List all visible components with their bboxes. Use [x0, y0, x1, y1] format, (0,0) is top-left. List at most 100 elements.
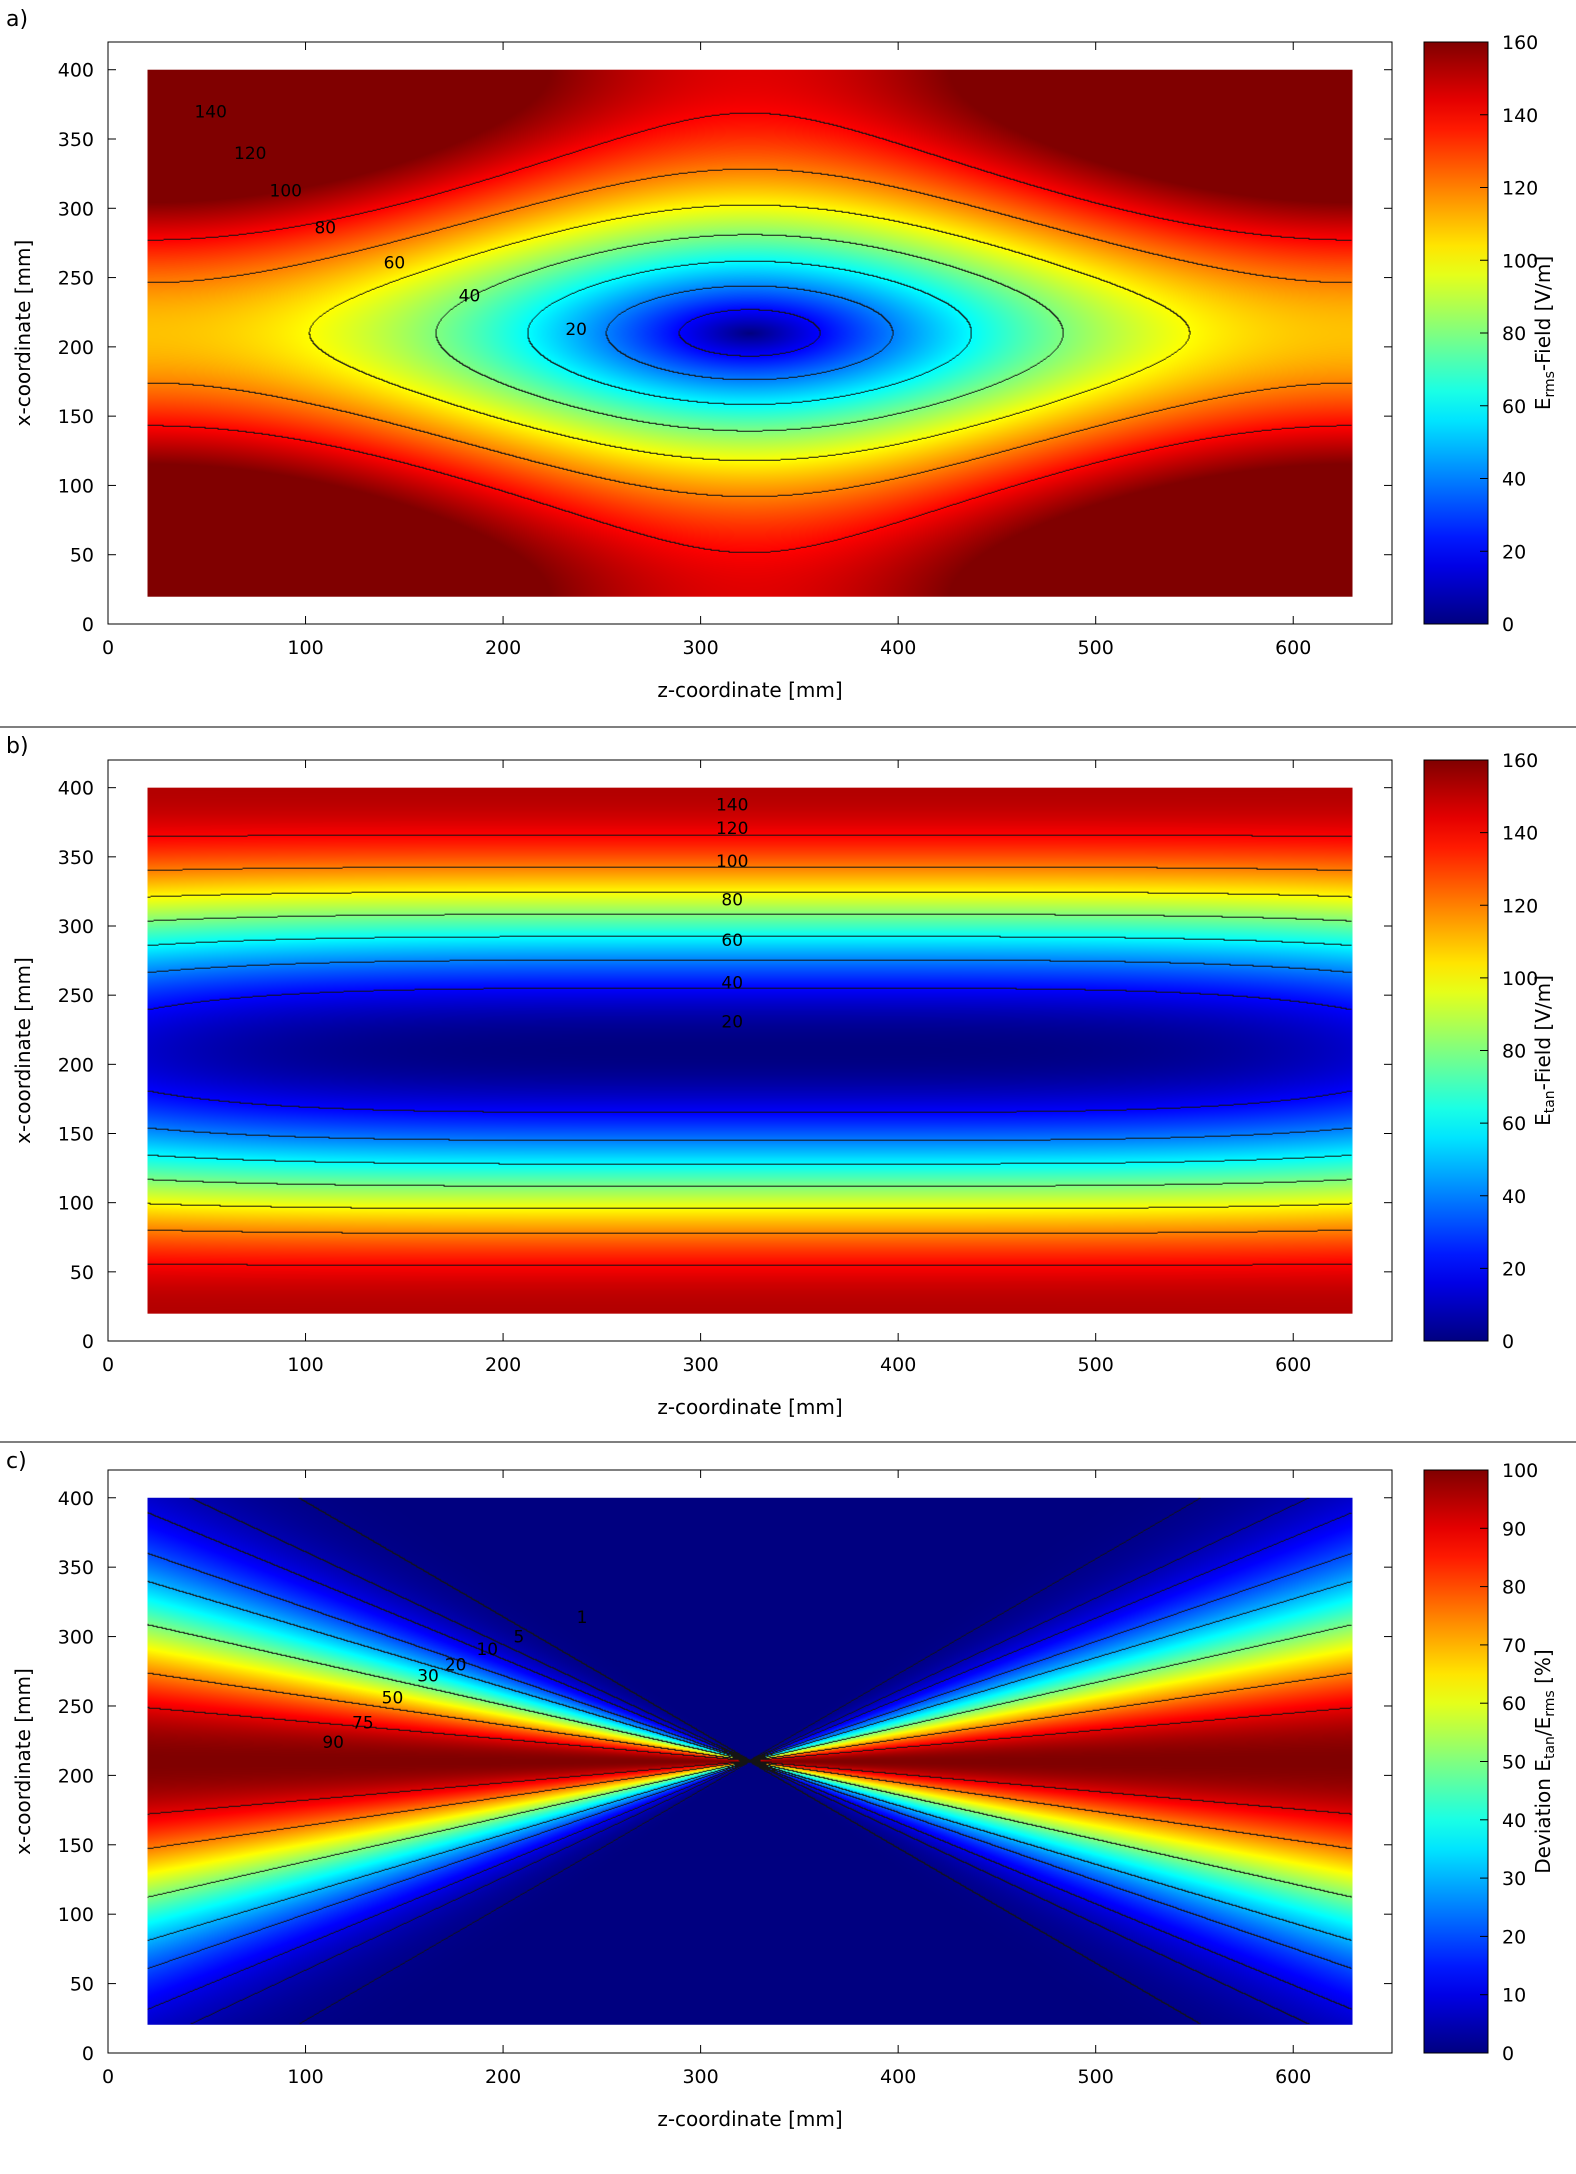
panel-label: c): [6, 1449, 27, 1474]
colorbar-label: Erms-Field [V/m]: [1531, 256, 1558, 410]
x-tick-label: 0: [102, 637, 114, 659]
x-tick-label: 0: [102, 2066, 114, 2088]
contour-label: 5: [513, 1628, 524, 1648]
y-tick-label: 300: [58, 198, 94, 220]
contour-label: 50: [382, 1689, 404, 1709]
y-tick-label: 300: [58, 916, 94, 938]
heatmap-image: [147, 1497, 1353, 2025]
y-tick-label: 50: [70, 545, 94, 567]
colorbar-tick-label: 40: [1502, 1186, 1526, 1208]
colorbar-tick-label: 0: [1502, 1331, 1514, 1353]
x-tick-label: 500: [1078, 2066, 1114, 2088]
colorbar-tick-label: 120: [1502, 178, 1538, 200]
contour-label: 40: [721, 974, 743, 994]
heatmap-image: [147, 787, 1353, 1314]
panel-label: a): [6, 7, 28, 32]
colorbar-tick-label: 80: [1502, 323, 1526, 345]
x-tick-label: 500: [1078, 1354, 1114, 1376]
contour-label: 140: [194, 102, 226, 122]
contour-label: 80: [721, 891, 743, 911]
y-tick-label: 150: [58, 1835, 94, 1857]
x-tick-label: 600: [1275, 2066, 1311, 2088]
x-tick-label: 400: [880, 637, 916, 659]
y-tick-label: 0: [82, 2043, 94, 2065]
contour-label: 80: [314, 219, 336, 239]
x-axis-title: z-coordinate [mm]: [657, 678, 842, 702]
contour-label: 20: [721, 1012, 743, 1032]
y-axis-title: x-coordinate [mm]: [11, 957, 35, 1144]
y-tick-label: 100: [58, 475, 94, 497]
colorbar-tick-label: 40: [1502, 1810, 1526, 1832]
heatmap-image: [147, 69, 1353, 597]
contour-label: 1: [577, 1608, 588, 1628]
x-tick-label: 200: [485, 637, 521, 659]
colorbar-tick-label: 50: [1502, 1752, 1526, 1774]
colorbar-tick-label: 160: [1502, 32, 1538, 54]
colorbar-tick-label: 60: [1502, 1113, 1526, 1135]
y-tick-label: 100: [58, 1904, 94, 1926]
colorbar-tick-label: 70: [1502, 1635, 1526, 1657]
contour-label: 20: [565, 320, 587, 340]
x-tick-label: 100: [287, 1354, 323, 1376]
y-tick-label: 250: [58, 985, 94, 1007]
y-tick-label: 150: [58, 406, 94, 428]
y-tick-label: 400: [58, 1488, 94, 1510]
contour-label: 30: [417, 1666, 439, 1686]
contour-label: 120: [716, 819, 748, 839]
contour-label: 60: [721, 931, 743, 951]
y-tick-label: 250: [58, 268, 94, 290]
y-tick-label: 300: [58, 1627, 94, 1649]
y-tick-label: 400: [58, 60, 94, 82]
x-tick-label: 400: [880, 1354, 916, 1376]
contour-label: 40: [459, 287, 481, 307]
y-tick-label: 200: [58, 337, 94, 359]
contour-label: 60: [384, 253, 406, 273]
x-tick-label: 300: [682, 1354, 718, 1376]
y-axis-title: x-coordinate [mm]: [11, 240, 35, 427]
y-tick-label: 200: [58, 1765, 94, 1787]
y-tick-label: 50: [70, 1974, 94, 1996]
contour-label: 100: [270, 181, 302, 201]
x-tick-label: 600: [1275, 637, 1311, 659]
y-tick-label: 200: [58, 1054, 94, 1076]
colorbar-tick-label: 0: [1502, 614, 1514, 636]
colorbar-tick-label: 10: [1502, 1985, 1526, 2007]
colorbar-tick-label: 0: [1502, 2043, 1514, 2065]
colorbar-tick-label: 20: [1502, 1258, 1526, 1280]
contour-label: 10: [476, 1640, 498, 1660]
x-axis-title: z-coordinate [mm]: [657, 2107, 842, 2131]
colorbar: [1423, 759, 1489, 1342]
x-tick-label: 300: [682, 2066, 718, 2088]
y-tick-label: 400: [58, 778, 94, 800]
colorbar-tick-label: 60: [1502, 396, 1526, 418]
colorbar-tick-label: 160: [1502, 750, 1538, 772]
colorbar-tick-label: 20: [1502, 541, 1526, 563]
colorbar-tick-label: 80: [1502, 1577, 1526, 1599]
colorbar-label: Etan-Field [V/m]: [1531, 975, 1558, 1126]
contour-label: 120: [234, 144, 266, 164]
y-axis-title: x-coordinate [mm]: [11, 1668, 35, 1855]
colorbar: [1423, 41, 1489, 625]
y-tick-label: 250: [58, 1696, 94, 1718]
y-tick-label: 350: [58, 129, 94, 151]
colorbar-tick-label: 100: [1502, 1460, 1538, 1482]
x-tick-label: 0: [102, 1354, 114, 1376]
y-tick-label: 0: [82, 1331, 94, 1353]
colorbar-tick-label: 140: [1502, 823, 1538, 845]
colorbar: [1423, 1469, 1489, 2054]
colorbar-tick-label: 40: [1502, 469, 1526, 491]
y-tick-label: 50: [70, 1262, 94, 1284]
colorbar-tick-label: 30: [1502, 1868, 1526, 1890]
colorbar-tick-label: 140: [1502, 105, 1538, 127]
x-tick-label: 100: [287, 2066, 323, 2088]
colorbar-tick-label: 80: [1502, 1041, 1526, 1063]
panel-label: b): [6, 734, 29, 759]
colorbar-tick-label: 90: [1502, 1518, 1526, 1540]
x-tick-label: 100: [287, 637, 323, 659]
y-tick-label: 150: [58, 1124, 94, 1146]
contour-label: 100: [716, 852, 748, 872]
